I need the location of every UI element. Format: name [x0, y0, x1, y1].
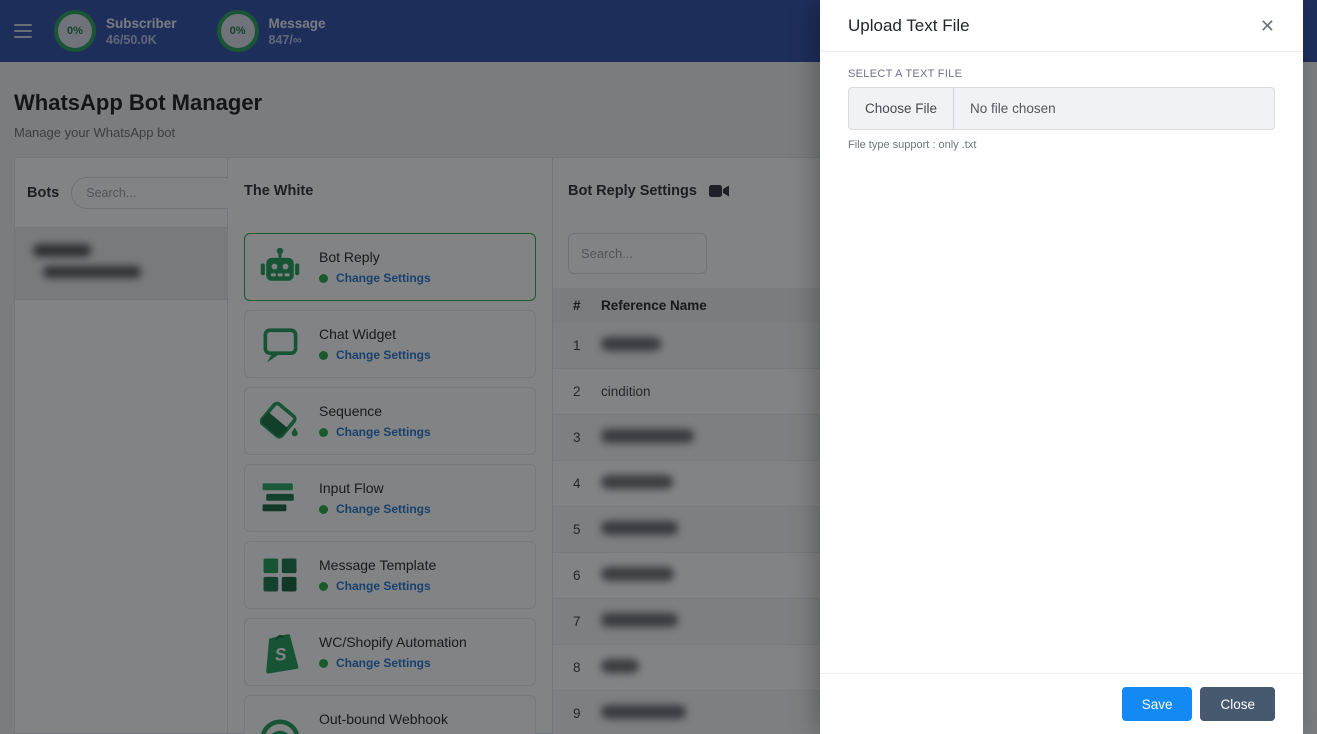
file-field-label: SELECT A TEXT FILE [848, 68, 963, 80]
upload-text-file-modal: Upload Text File ✕ SELECT A TEXT FILE Ch… [820, 0, 1303, 734]
close-icon[interactable]: ✕ [1259, 15, 1275, 36]
modal-title: Upload Text File [848, 15, 970, 35]
choose-file-button[interactable]: Choose File [849, 88, 955, 129]
file-chosen-status: No file chosen [970, 101, 1056, 116]
file-type-helper-text: File type support : only .txt [848, 139, 977, 151]
close-button[interactable]: Close [1200, 687, 1275, 721]
save-button[interactable]: Save [1121, 687, 1193, 721]
file-upload-input[interactable]: Choose File No file chosen [848, 87, 1275, 130]
